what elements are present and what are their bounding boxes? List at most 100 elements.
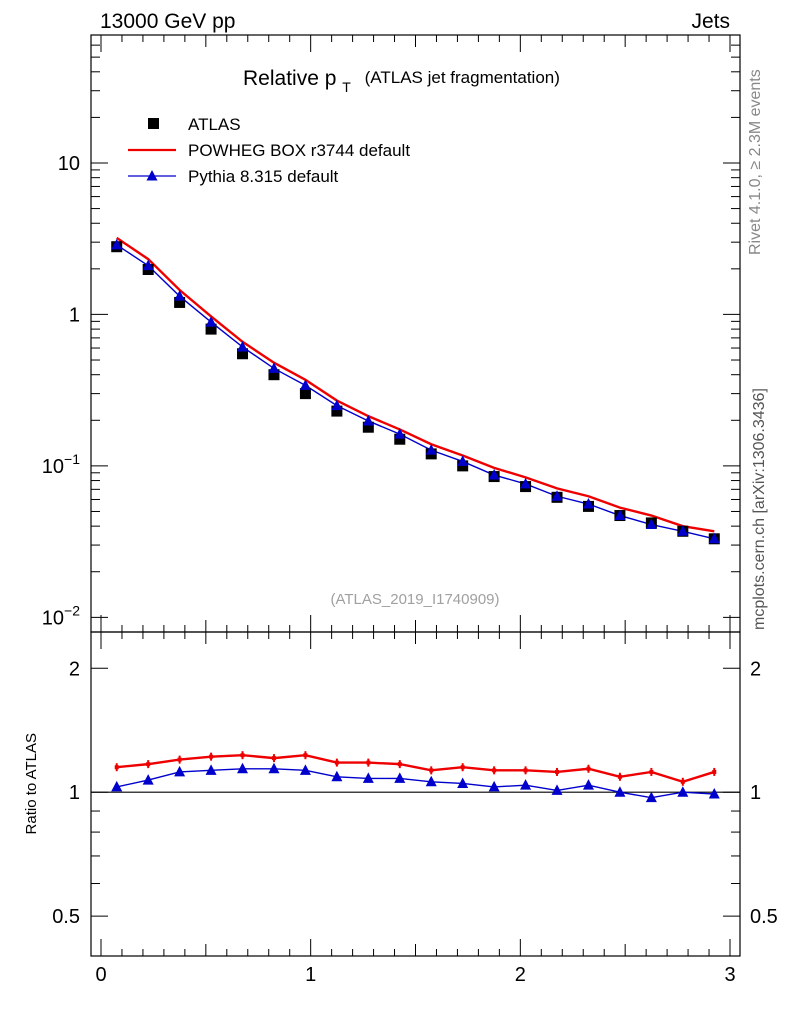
pythia-point: [645, 518, 657, 530]
powheg-line: [116, 236, 715, 533]
ratio-pythia-point: [582, 779, 594, 790]
ratio-powheg-point: [680, 779, 685, 784]
ratio-series: [111, 751, 720, 803]
ratio-powheg-point: [366, 760, 371, 765]
atlas-point: [394, 433, 406, 445]
legend-atlas-marker: [148, 118, 159, 129]
atlas-point: [237, 348, 249, 360]
atlas-point: [174, 296, 186, 308]
pythia-point: [111, 238, 123, 250]
legend-atlas-label: ATLAS: [188, 115, 241, 134]
pythia-point: [520, 477, 532, 489]
ratio-pythia-point: [299, 764, 311, 775]
header-energy-label: 13000 GeV pp: [100, 10, 235, 33]
ratio-y-tick-label-right: 2: [750, 658, 761, 680]
ratio-powheg-point: [177, 757, 182, 762]
ratio-powheg-point: [397, 762, 402, 767]
ratio-pythia-point: [111, 780, 123, 792]
main-title-rest: (ATLAS jet fragmentation): [365, 68, 560, 87]
legend: ATLAS POWHEG BOX r3744 default Pythia 8.…: [128, 115, 410, 186]
ratio-powheg-point: [712, 769, 717, 774]
ratio-pythia-point: [142, 774, 154, 785]
pythia-point: [708, 532, 720, 544]
x-tick-label: 3: [724, 964, 735, 986]
pythia-point: [268, 362, 280, 373]
pythia-point: [205, 316, 217, 327]
pythia-point: [457, 455, 469, 466]
ratio-powheg-point: [146, 762, 151, 767]
ratio-pythia-point: [520, 779, 532, 790]
ratio-powheg-point: [240, 753, 245, 758]
mcplots-label: mcplots.cern.ch [arXiv:1306.3436]: [751, 388, 768, 630]
pythia-point: [394, 428, 406, 439]
ratio-pythia-point: [551, 784, 563, 795]
ratio-pythia-point: [677, 786, 689, 797]
tick-base: 10: [42, 456, 64, 478]
pythia-point: [174, 290, 186, 301]
atlas-point: [205, 323, 217, 335]
ratio-powheg-point: [555, 769, 560, 774]
ratio-pythia-point: [237, 762, 249, 774]
ratio-ticks: [91, 632, 740, 956]
tick-exponent: −2: [64, 602, 80, 618]
main-y-tick-label: 10: [58, 153, 80, 175]
pythia-point: [362, 414, 374, 426]
legend-powheg-label: POWHEG BOX r3744 default: [188, 141, 410, 160]
pythia-point: [614, 509, 626, 521]
ratio-pythia-point: [708, 787, 720, 799]
atlas-point: [268, 369, 280, 381]
ratio-y-tick-label: 2: [69, 658, 80, 680]
ratio-powheg-point: [334, 760, 339, 765]
ratio-pythia-point: [488, 780, 500, 792]
ratio-powheg-point: [460, 765, 465, 770]
tick-exponent: −1: [64, 451, 80, 467]
x-tick-label: 0: [95, 964, 106, 986]
atlas-point: [362, 421, 374, 433]
ratio-pythia-point: [268, 762, 280, 774]
main-title-text: Relative p: [243, 67, 336, 90]
ratio-pythia-point: [645, 791, 657, 803]
legend-pythia-label: Pythia 8.315 default: [188, 167, 339, 186]
header-jets-label: Jets: [691, 10, 730, 33]
ratio-powheg-point: [586, 766, 591, 771]
ratio-y-tick-label-right: 0.5: [750, 906, 778, 928]
pythia-point: [237, 340, 249, 352]
ratio-powheg-point: [523, 768, 528, 773]
ratio-pythia-point: [205, 764, 217, 775]
ratio-pythia-point: [614, 786, 626, 797]
pythia-line: [116, 244, 715, 540]
atlas-point: [331, 405, 343, 417]
x-tick-labels: 0 1 2 3: [95, 964, 735, 986]
ratio-powheg-point: [492, 768, 497, 773]
tick-base: 10: [42, 607, 64, 629]
pythia-point: [299, 379, 311, 390]
main-y-tick-label: 1: [69, 304, 80, 326]
ratio-powheg-point: [271, 756, 276, 761]
main-ticks: [91, 34, 740, 632]
ratio-y-tick-label: 1: [69, 782, 80, 804]
ratio-y-tick-labels: 2 2 1 1 0.5 0.5: [52, 658, 778, 928]
analysis-ref-label: (ATLAS_2019_I1740909): [330, 591, 499, 608]
pythia-point: [582, 498, 594, 509]
pythia-point: [331, 399, 343, 411]
ratio-y-axis-label: Ratio to ATLAS: [23, 733, 40, 834]
ratio-pythia-point: [362, 772, 374, 783]
main-y-tick-label: 10−1: [42, 451, 80, 478]
ratio-pythia-point: [174, 765, 186, 777]
ratio-pythia-point: [457, 777, 469, 788]
pythia-point: [677, 525, 689, 536]
legend-pythia-marker: [146, 170, 158, 181]
ratio-panel: 2 2 1 1 0.5 0.5 0 1 2 3 Ratio to ATLAS: [23, 631, 778, 986]
main-series: [111, 236, 720, 545]
main-y-tick-label: 10−2: [42, 602, 80, 629]
ratio-powheg-point: [617, 774, 622, 779]
ratio-y-tick-label-right: 1: [750, 782, 761, 804]
ratio-pythia-line: [116, 768, 715, 799]
x-tick-label: 2: [515, 964, 526, 986]
atlas-point: [299, 388, 311, 400]
ratio-pythia-point: [394, 772, 406, 783]
pythia-point: [142, 259, 154, 271]
